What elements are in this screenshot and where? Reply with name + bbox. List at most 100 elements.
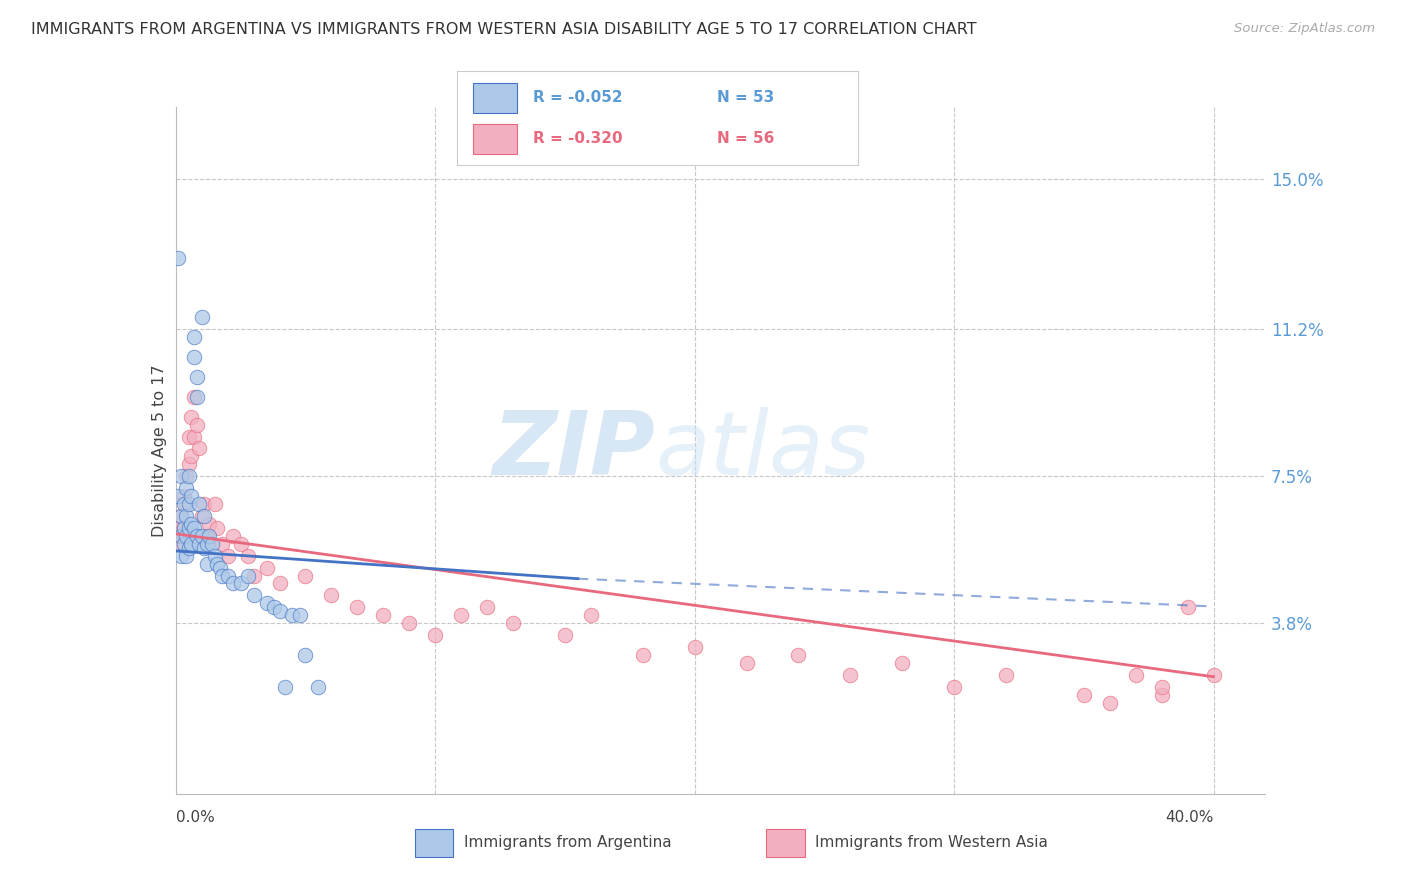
Point — [290, 608, 312, 623]
Point — [217, 568, 239, 582]
Point — [211, 568, 233, 582]
Point — [183, 330, 205, 344]
Point — [170, 529, 193, 543]
Point — [994, 667, 1017, 681]
Text: Source: ZipAtlas.com: Source: ZipAtlas.com — [1234, 22, 1375, 36]
Point — [787, 648, 810, 662]
Point — [188, 442, 211, 456]
Point — [190, 529, 212, 543]
Point — [242, 588, 264, 602]
Text: N = 56: N = 56 — [717, 131, 775, 146]
Point — [183, 350, 205, 364]
Point — [190, 310, 212, 325]
Point — [891, 656, 914, 670]
Point — [177, 497, 200, 511]
Point — [274, 680, 297, 694]
Point — [186, 370, 208, 384]
Point — [269, 576, 291, 591]
Point — [183, 521, 205, 535]
Point — [186, 390, 208, 404]
Point — [839, 667, 862, 681]
Point — [167, 521, 190, 535]
Point — [554, 628, 576, 642]
Point — [198, 529, 221, 543]
Point — [1073, 688, 1095, 702]
Point — [193, 541, 215, 555]
Point — [195, 537, 218, 551]
Text: IMMIGRANTS FROM ARGENTINA VS IMMIGRANTS FROM WESTERN ASIA DISABILITY AGE 5 TO 17: IMMIGRANTS FROM ARGENTINA VS IMMIGRANTS … — [31, 22, 977, 37]
Point — [188, 497, 211, 511]
Point — [201, 537, 224, 551]
Point — [167, 251, 190, 265]
Point — [177, 429, 200, 443]
Point — [180, 450, 202, 464]
Point — [222, 529, 245, 543]
Point — [263, 600, 285, 615]
Point — [186, 529, 208, 543]
Point — [183, 429, 205, 443]
Point — [256, 560, 278, 574]
Point — [373, 608, 395, 623]
Point — [173, 489, 195, 503]
Point — [1150, 680, 1173, 694]
Point — [177, 469, 200, 483]
Point — [186, 417, 208, 432]
Point — [1098, 696, 1121, 710]
Point — [167, 489, 190, 503]
Point — [170, 508, 193, 523]
Point — [188, 537, 211, 551]
Point — [943, 680, 966, 694]
Point — [217, 549, 239, 563]
Point — [174, 508, 197, 523]
Point — [346, 600, 368, 615]
Point — [193, 497, 215, 511]
Point — [173, 537, 195, 551]
Point — [180, 409, 202, 424]
Y-axis label: Disability Age 5 to 17: Disability Age 5 to 17 — [152, 364, 167, 537]
Point — [204, 549, 226, 563]
Point — [170, 549, 193, 563]
Point — [450, 608, 472, 623]
Point — [177, 521, 200, 535]
Point — [174, 497, 197, 511]
Point — [183, 390, 205, 404]
Text: 0.0%: 0.0% — [176, 810, 215, 825]
Point — [229, 537, 252, 551]
Point — [180, 489, 202, 503]
Point — [173, 521, 195, 535]
FancyBboxPatch shape — [766, 830, 806, 857]
Point — [294, 568, 316, 582]
Point — [170, 469, 193, 483]
Text: R = -0.320: R = -0.320 — [533, 131, 623, 146]
Point — [307, 680, 329, 694]
FancyBboxPatch shape — [472, 124, 517, 153]
Point — [195, 557, 218, 571]
Point — [256, 596, 278, 610]
Point — [170, 529, 193, 543]
Text: Immigrants from Argentina: Immigrants from Argentina — [464, 835, 672, 849]
Point — [229, 576, 252, 591]
Point — [195, 529, 218, 543]
Point — [1125, 667, 1147, 681]
Point — [238, 568, 260, 582]
Point — [321, 588, 343, 602]
Point — [170, 508, 193, 523]
Point — [222, 576, 245, 591]
Point — [180, 516, 202, 531]
Point — [208, 560, 231, 574]
Point — [211, 537, 233, 551]
Point — [579, 608, 602, 623]
Point — [177, 541, 200, 555]
Text: N = 53: N = 53 — [717, 90, 775, 105]
Point — [174, 549, 197, 563]
Point — [735, 656, 758, 670]
Point — [174, 469, 197, 483]
Point — [475, 600, 498, 615]
Text: Immigrants from Western Asia: Immigrants from Western Asia — [815, 835, 1049, 849]
Point — [269, 604, 291, 618]
Point — [1150, 688, 1173, 702]
Point — [631, 648, 654, 662]
Text: R = -0.052: R = -0.052 — [533, 90, 623, 105]
Point — [502, 616, 524, 631]
FancyBboxPatch shape — [472, 83, 517, 112]
